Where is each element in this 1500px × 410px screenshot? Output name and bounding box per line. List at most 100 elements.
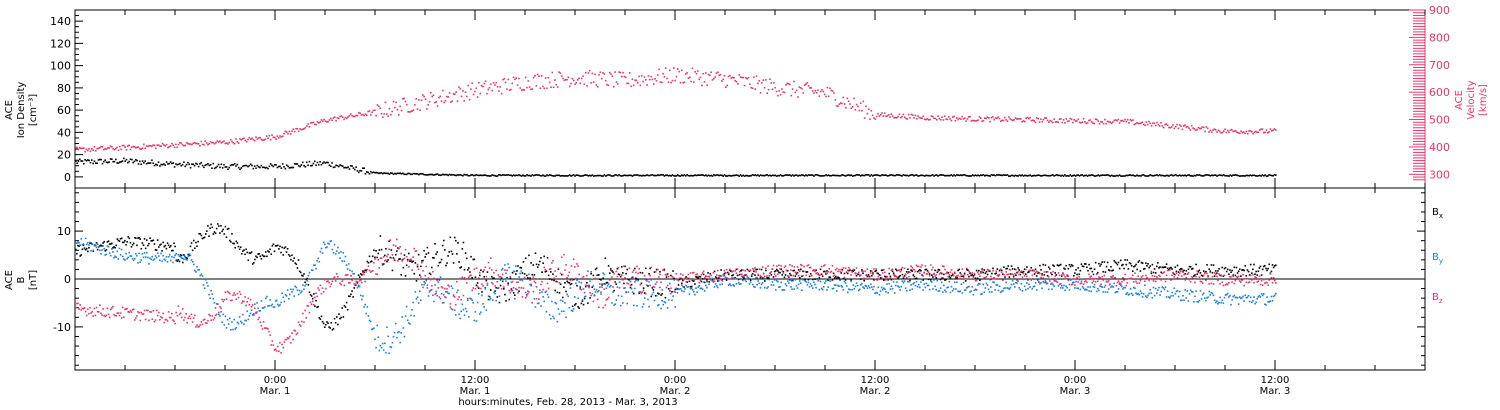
data-point bbox=[264, 138, 267, 140]
data-point bbox=[1022, 175, 1025, 177]
data-point bbox=[259, 321, 262, 324]
data-point bbox=[1007, 287, 1010, 290]
data-point bbox=[199, 144, 201, 147]
data-point bbox=[353, 168, 356, 171]
data-point bbox=[1110, 286, 1112, 288]
data-point bbox=[1249, 263, 1252, 266]
data-point bbox=[969, 272, 971, 275]
data-point bbox=[245, 248, 247, 251]
data-point bbox=[1031, 287, 1034, 290]
data-point bbox=[376, 273, 378, 276]
data-point bbox=[318, 289, 321, 291]
data-point bbox=[148, 162, 151, 164]
data-point bbox=[97, 245, 100, 248]
data-point bbox=[144, 247, 147, 250]
data-point bbox=[834, 284, 837, 287]
data-point bbox=[535, 174, 538, 176]
data-point bbox=[694, 293, 696, 296]
data-point bbox=[659, 174, 662, 176]
data-point bbox=[905, 289, 908, 292]
data-point bbox=[783, 174, 786, 177]
data-point bbox=[551, 71, 554, 74]
data-point bbox=[584, 295, 587, 298]
data-point bbox=[598, 74, 600, 76]
data-point bbox=[1228, 131, 1230, 134]
data-point bbox=[1034, 121, 1037, 124]
data-point bbox=[582, 75, 584, 77]
data-point bbox=[305, 283, 307, 286]
data-point bbox=[141, 160, 144, 162]
data-point bbox=[762, 79, 765, 81]
data-point bbox=[1248, 274, 1251, 276]
data-point bbox=[840, 272, 843, 274]
data-point bbox=[137, 311, 139, 313]
data-point bbox=[643, 76, 646, 78]
data-point bbox=[1074, 272, 1076, 274]
data-point bbox=[899, 289, 901, 291]
data-point bbox=[188, 143, 191, 145]
data-point bbox=[1253, 131, 1256, 134]
data-point bbox=[1233, 266, 1236, 269]
data-point bbox=[938, 273, 941, 275]
data-point bbox=[788, 282, 790, 284]
data-point bbox=[226, 228, 229, 230]
data-point bbox=[649, 284, 651, 287]
data-point bbox=[400, 274, 402, 276]
data-point bbox=[981, 293, 983, 295]
data-point bbox=[1240, 275, 1242, 277]
data-point bbox=[438, 261, 441, 264]
data-point bbox=[137, 163, 140, 165]
data-point bbox=[1137, 175, 1140, 177]
data-point bbox=[870, 274, 873, 277]
data-point bbox=[172, 261, 174, 264]
data-point bbox=[247, 297, 250, 300]
data-point bbox=[1074, 287, 1076, 289]
data-point bbox=[1237, 174, 1240, 177]
data-point bbox=[304, 166, 307, 168]
data-point bbox=[839, 102, 842, 104]
data-point bbox=[413, 272, 416, 275]
data-point bbox=[271, 303, 274, 306]
data-point bbox=[892, 281, 895, 283]
data-point bbox=[509, 292, 512, 294]
data-point bbox=[452, 93, 455, 95]
data-point bbox=[517, 292, 519, 294]
data-point bbox=[851, 175, 854, 177]
data-point bbox=[614, 303, 616, 305]
data-point bbox=[744, 279, 746, 281]
data-point bbox=[160, 163, 163, 166]
data-point bbox=[838, 285, 840, 287]
data-point bbox=[1174, 292, 1177, 295]
data-point bbox=[1060, 284, 1063, 287]
data-point bbox=[191, 143, 193, 146]
data-point bbox=[766, 174, 769, 176]
data-point bbox=[485, 275, 488, 278]
data-point bbox=[491, 275, 493, 278]
data-point bbox=[430, 288, 433, 291]
data-point bbox=[512, 286, 515, 289]
data-point bbox=[773, 270, 776, 273]
data-point bbox=[528, 174, 531, 177]
data-point bbox=[435, 253, 437, 255]
data-point bbox=[1008, 175, 1010, 177]
data-point bbox=[638, 292, 641, 295]
data-point bbox=[854, 174, 857, 177]
data-point bbox=[1111, 269, 1113, 272]
data-point bbox=[895, 284, 897, 287]
data-point bbox=[194, 247, 196, 250]
data-point bbox=[1029, 174, 1031, 176]
data-point bbox=[555, 275, 558, 278]
data-point bbox=[326, 321, 328, 323]
data-point bbox=[510, 88, 512, 91]
data-point bbox=[1037, 117, 1040, 120]
data-point bbox=[651, 287, 654, 289]
data-point bbox=[90, 249, 92, 252]
data-point bbox=[1101, 286, 1103, 288]
data-point bbox=[1101, 174, 1104, 176]
data-point bbox=[197, 143, 200, 145]
data-point bbox=[1076, 273, 1078, 276]
data-point bbox=[603, 73, 606, 75]
data-point bbox=[169, 145, 172, 147]
data-point bbox=[1164, 286, 1167, 289]
data-point bbox=[871, 175, 874, 177]
